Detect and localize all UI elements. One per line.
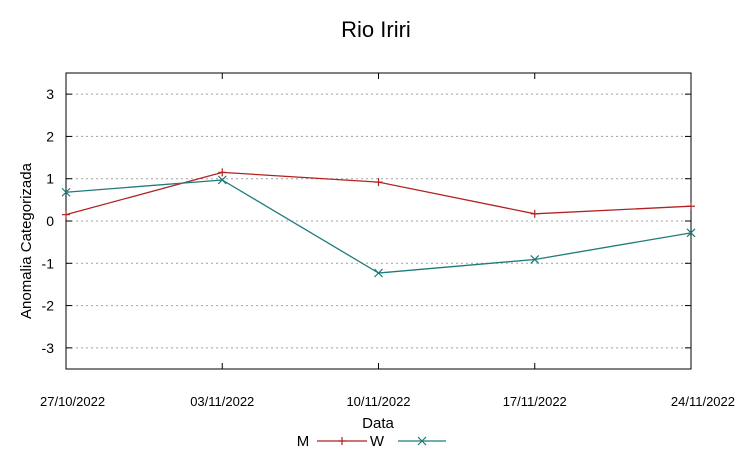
x-tick-label: 17/11/2022 [503,394,567,409]
x-axis: 27/10/2022 03/11/2022 10/11/2022 17/11/2022… [40,73,735,409]
y-tick-label: 3 [46,86,54,102]
chart-title: Rio Iriri [341,17,411,42]
x-tick-label: 27/10/2022 [40,394,105,409]
y-tick-label: 1 [46,171,54,187]
x-axis-label: Data [362,415,394,432]
data-point-marker [61,187,71,197]
data-point-marker [686,228,696,238]
series-line-w [65,179,692,274]
y-axis-label: Anomalia Categorizada [18,162,35,319]
series-lines [61,168,696,278]
y-tick-label: -2 [42,298,55,314]
data-point-marker [374,268,383,278]
x-tick-label: 10/11/2022 [346,394,410,409]
grid-lines [66,93,691,349]
legend-label-m: M [297,433,310,450]
data-point-marker [417,436,427,446]
y-tick-label: 0 [46,213,54,229]
x-tick-label: 03/11/2022 [190,394,254,409]
y-axis: 3 2 1 0 -1 -2 -3 [42,86,691,356]
data-point-marker [530,255,540,264]
x-tick-label: 24/11/2022 [671,394,735,409]
y-tick-label: -1 [42,255,55,271]
legend-label-w: W [370,433,385,450]
y-tick-label: -3 [42,340,55,356]
data-point-marker [217,175,227,185]
y-tick-label: 2 [46,128,54,144]
